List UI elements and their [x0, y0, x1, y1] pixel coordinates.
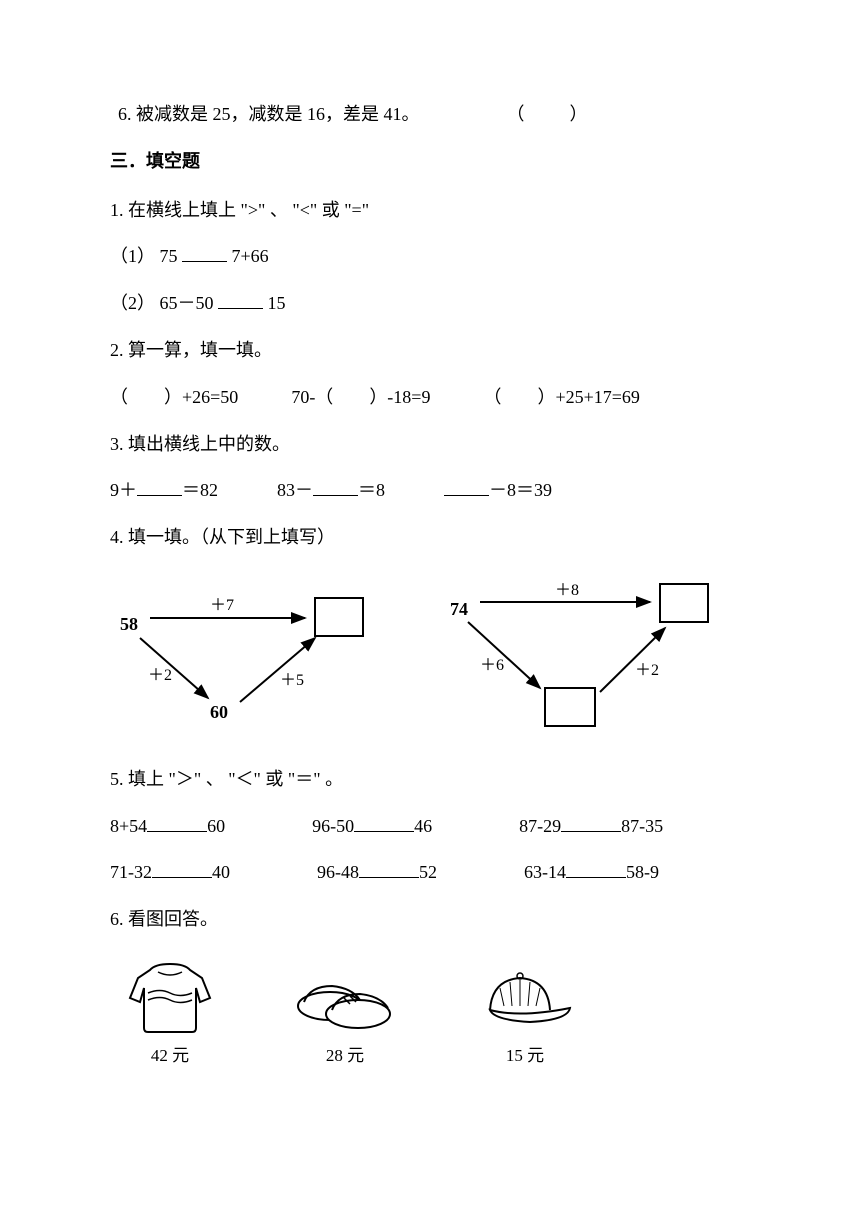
p2a: 70-（: [291, 387, 333, 407]
fill-q5-num: 5.: [110, 769, 124, 789]
judge-q6-paren-r: ）: [570, 104, 588, 124]
blank[interactable]: [182, 242, 227, 262]
e1a: 9＋: [110, 480, 137, 500]
sweater-icon: [120, 958, 220, 1038]
hat-price: 15 元: [506, 1042, 544, 1069]
fill-q4-text: 填一填。（从下到上填写）: [128, 527, 335, 547]
fill-q3: 3. 填出横线上中的数。: [110, 430, 760, 459]
fill-q3-text: 填出横线上中的数。: [128, 434, 290, 454]
fill-q1-sub2: （2） 65－50 15: [110, 289, 760, 318]
blank[interactable]: [218, 289, 263, 309]
fill-q3-problems: 9＋ ＝82 83－ ＝8 －8＝39: [110, 476, 760, 505]
fill-q1-sub1-left: 75: [160, 246, 178, 266]
blank[interactable]: [359, 858, 419, 878]
product-sweater: 42 元: [120, 958, 220, 1069]
product-shoes: 28 元: [290, 958, 400, 1069]
d2-bottom-box[interactable]: [545, 688, 595, 726]
fill-q2-text: 算一算，填一填。: [128, 340, 272, 360]
fill-q3-num: 3.: [110, 434, 124, 454]
p1b: ）+26=50: [164, 387, 238, 407]
blank[interactable]: [444, 476, 489, 496]
fill-q4: 4. 填一填。（从下到上填写）: [110, 523, 760, 552]
fill-q1-sub2-left: 65－50: [160, 293, 214, 313]
d1-top-op: ＋7: [210, 597, 234, 614]
fill-q6: 6. 看图回答。: [110, 905, 760, 934]
blank[interactable]: [561, 812, 621, 832]
shoes-icon: [290, 958, 400, 1038]
fill-q2-num: 2.: [110, 340, 124, 360]
p1a: （: [110, 387, 128, 407]
d1-right-op: ＋5: [280, 672, 304, 689]
shoes-price: 28 元: [326, 1042, 364, 1069]
judge-q6-num: 6.: [118, 104, 132, 124]
diagram-1: 58 ＋7 ＋2 60 ＋5: [110, 580, 390, 739]
e2b: ＝8: [358, 480, 385, 500]
judge-q6-text: 被减数是 25，减数是 16，差是 41。: [136, 104, 420, 124]
fill-q1-sub1: （1） 75 7+66: [110, 242, 760, 271]
p3b: ）+25+17=69: [537, 387, 639, 407]
diagram-row: 58 ＋7 ＋2 60 ＋5 74 ＋8 ＋6 ＋2: [110, 580, 760, 739]
p2b: ）-18=9: [369, 387, 430, 407]
fill-q5-row2: 71-3240 96-4852 63-1458-9: [110, 858, 760, 887]
hat-icon: [470, 958, 580, 1038]
blank[interactable]: [566, 858, 626, 878]
blank[interactable]: [354, 812, 414, 832]
blank[interactable]: [313, 476, 358, 496]
d1-start: 58: [120, 614, 138, 634]
diagram-2: 74 ＋8 ＋6 ＋2: [440, 580, 730, 739]
fill-q6-text: 看图回答。: [128, 909, 218, 929]
fill-q2: 2. 算一算，填一填。: [110, 336, 760, 365]
fill-q1-sub2-right: 15: [268, 293, 286, 313]
judge-q6: 6. 被减数是 25，减数是 16，差是 41。 （ ）: [110, 100, 760, 129]
blank[interactable]: [147, 812, 207, 832]
e3b: －8＝39: [489, 480, 552, 500]
sweater-price: 42 元: [151, 1042, 189, 1069]
fill-q2-problems: （ ）+26=50 70-（ ）-18=9 （ ）+25+17=69: [110, 383, 760, 412]
e2a: 83－: [277, 480, 313, 500]
d2-right-op: ＋2: [635, 662, 659, 679]
fill-q4-num: 4.: [110, 527, 124, 547]
section-3-title: 三．填空题: [110, 147, 760, 176]
product-row: 42 元 28 元 15 元: [110, 958, 760, 1069]
d1-result-box[interactable]: [315, 598, 363, 636]
fill-q5-row1: 8+5460 96-5046 87-2987-35: [110, 812, 760, 841]
d1-left-op: ＋2: [148, 667, 172, 684]
fill-q1-sub2-label: （2）: [110, 293, 155, 313]
d2-start: 74: [450, 599, 468, 619]
e1b: ＝82: [182, 480, 218, 500]
blank[interactable]: [137, 476, 182, 496]
d2-result-box[interactable]: [660, 584, 708, 622]
d2-top-op: ＋8: [555, 582, 579, 599]
blank[interactable]: [152, 858, 212, 878]
fill-q6-num: 6.: [110, 909, 124, 929]
fill-q5-text: 填上 "＞" 、 "＜" 或 "＝" 。: [128, 769, 343, 789]
fill-q1-num: 1.: [110, 200, 124, 220]
p3a: （: [483, 387, 501, 407]
fill-q1: 1. 在横线上填上 ">" 、 "<" 或 "=": [110, 196, 760, 225]
d1-bottom: 60: [210, 702, 228, 722]
fill-q1-sub1-label: （1）: [110, 246, 155, 266]
fill-q1-text: 在横线上填上 ">" 、 "<" 或 "=": [128, 200, 369, 220]
product-hat: 15 元: [470, 958, 580, 1069]
judge-q6-paren-l: （: [507, 104, 525, 124]
fill-q5: 5. 填上 "＞" 、 "＜" 或 "＝" 。: [110, 765, 760, 794]
d2-left-op: ＋6: [480, 657, 504, 674]
fill-q1-sub1-right: 7+66: [232, 246, 269, 266]
